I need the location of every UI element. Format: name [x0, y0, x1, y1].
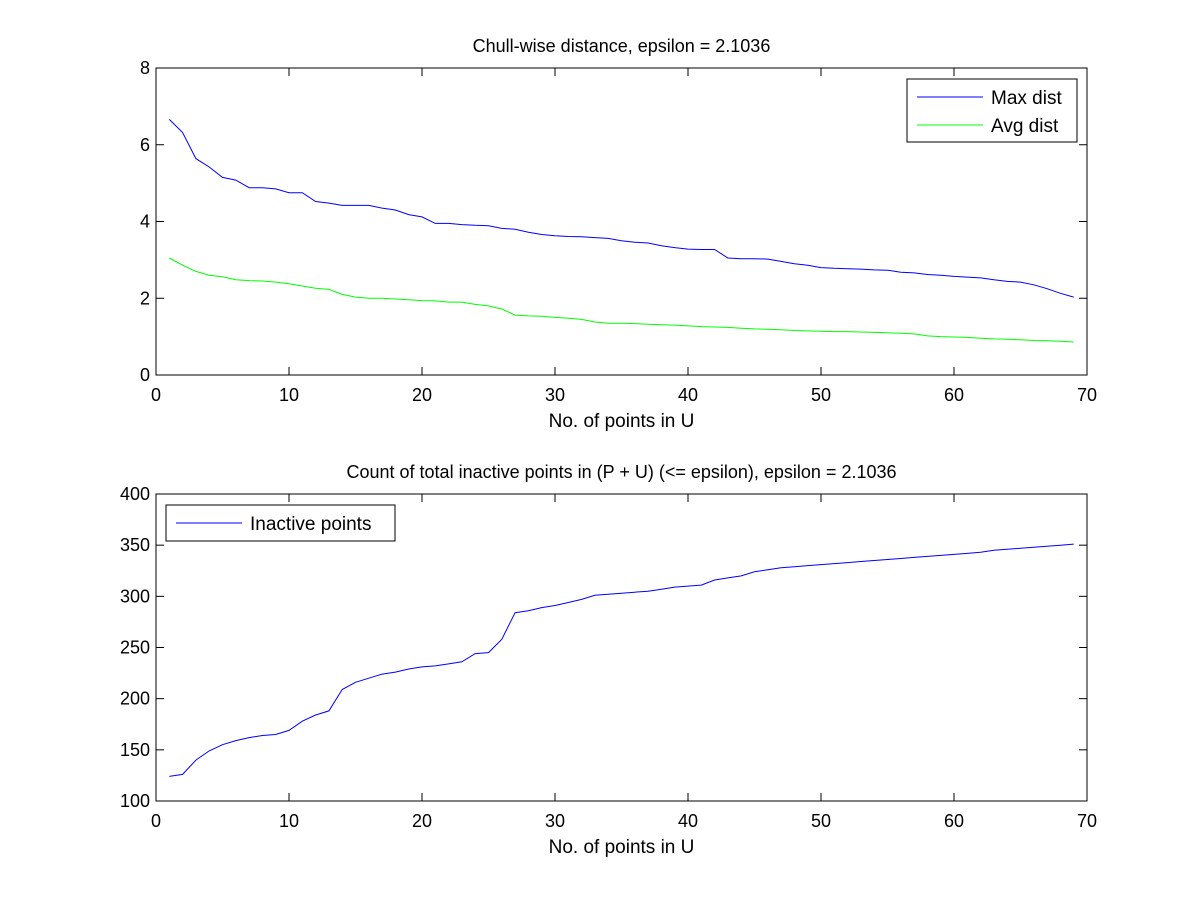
x-axis-label: No. of points in U — [549, 837, 695, 858]
distance-chart: Chull-wise distance, epsilon = 2.1036 0 10… — [140, 36, 1097, 432]
axes-box — [155, 493, 1088, 802]
x-tick-label: 50 — [811, 385, 831, 405]
x-tick-label: 0 — [151, 811, 161, 831]
x-tick-label: 70 — [1077, 385, 1097, 405]
series-line-inactive-points — [169, 543, 1074, 777]
x-tick-label: 10 — [279, 811, 299, 831]
legend-box — [906, 78, 1078, 143]
chart-title: Chull-wise distance, epsilon = 2.1036 — [473, 36, 771, 56]
x-tick-label: 40 — [678, 385, 698, 405]
x-tick-label: 10 — [279, 385, 299, 405]
y-tick-label: 0 — [140, 365, 150, 385]
x-tick-label: 20 — [412, 811, 432, 831]
x-tick-label: 70 — [1077, 811, 1097, 831]
y-tick-label: 350 — [120, 535, 150, 555]
y-tick-label: 200 — [120, 689, 150, 709]
x-axis-label: No. of points in U — [549, 411, 695, 432]
legend-label: Max dist — [991, 88, 1062, 109]
legend: Inactive points — [165, 504, 396, 542]
legend-label: Avg dist — [991, 116, 1059, 137]
x-tick-label: 0 — [151, 385, 161, 405]
y-tick-label: 6 — [140, 135, 150, 155]
x-tick-label: 20 — [412, 385, 432, 405]
x-tick-label: 60 — [944, 385, 964, 405]
series-line-max-dist — [168, 119, 1074, 298]
inactive-points-chart: Count of total inactive points in (P + U… — [120, 462, 1097, 858]
x-tick-label: 30 — [545, 385, 565, 405]
chart-title: Count of total inactive points in (P + U… — [347, 462, 897, 482]
x-tick-label: 40 — [678, 811, 698, 831]
series-line-avg-dist — [169, 257, 1074, 343]
x-tick-label: 30 — [545, 811, 565, 831]
y-tick-label: 4 — [140, 212, 150, 232]
legend-label: Inactive points — [250, 514, 371, 535]
x-tick-label: 50 — [811, 811, 831, 831]
y-tick-label: 8 — [140, 58, 150, 78]
y-tick-label: 250 — [120, 638, 150, 658]
y-tick-label: 150 — [120, 740, 150, 760]
y-tick-label: 400 — [120, 484, 150, 504]
y-tick-label: 2 — [140, 288, 150, 308]
y-tick-label: 100 — [120, 791, 150, 811]
x-tick-label: 60 — [944, 811, 964, 831]
legend: Max dist Avg dist — [906, 78, 1078, 143]
y-tick-label: 300 — [120, 586, 150, 606]
